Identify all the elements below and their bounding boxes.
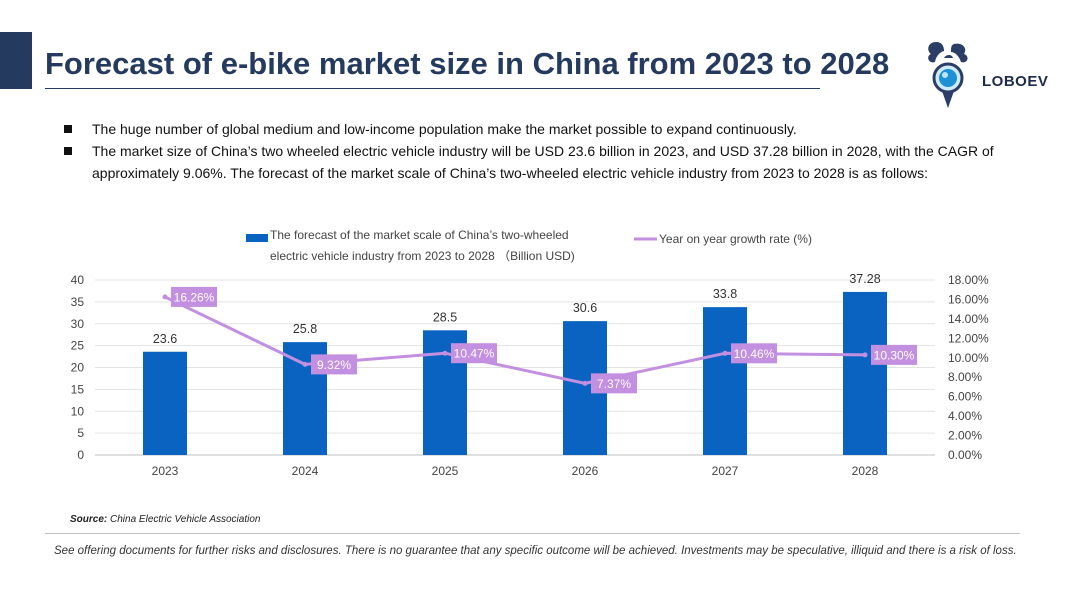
y-left-tick-label: 20 [71,361,85,375]
market-size-chart: 0 5 10 15 20 25 30 35 40 0.00% 2.00% 4.00% 6.00% 8.00… [0,215,1080,490]
chart-canvas: 05101520253035400.00%2.00%4.00%6.00%8.00… [71,228,989,478]
legend-bar-label-line1: The forecast of the market scale of Chin… [270,228,569,242]
growth-rate-label: 10.30% [874,348,915,362]
y-left-tick-label: 5 [77,426,84,440]
y-right-tick-label: 0.00% [948,448,982,462]
y-right-tick-label: 8.00% [948,370,982,384]
title-accent-bar [0,32,32,89]
growth-rate-point [722,350,728,356]
y-right-tick-label: 12.00% [948,331,989,345]
y-right-tick-label: 6.00% [948,390,982,404]
footer-divider [45,533,1020,534]
growth-rate-point [582,380,588,386]
y-left-tick-label: 35 [71,295,85,309]
disclaimer-text: See offering documents for further risks… [54,545,1017,557]
x-tick-label: 2024 [292,464,319,478]
x-tick-label: 2026 [572,464,599,478]
growth-rate-label-box [731,343,777,364]
growth-rate-label-box [451,343,497,364]
source-label: Source: [70,514,108,525]
square-bullet-icon [64,125,76,133]
bullet-text: The market size of China’s two wheeled e… [92,143,994,181]
bullet-list: The huge number of global medium and low… [64,118,1014,184]
growth-rate-label: 7.37% [597,377,631,391]
bar [143,351,187,455]
legend-bar-swatch [246,234,268,242]
growth-rate-point [442,350,448,356]
growth-rate-label-box [871,344,917,365]
growth-rate-point [862,352,868,358]
x-tick-label: 2025 [432,464,459,478]
bar-value-label: 25.8 [293,322,317,336]
y-left-tick-label: 25 [71,339,85,353]
x-tick-label: 2027 [712,464,739,478]
bar-value-label: 28.5 [433,310,457,324]
y-left-tick-label: 15 [71,382,85,396]
growth-rate-label: 10.47% [454,347,495,361]
y-right-tick-label: 2.00% [948,429,982,443]
bar-value-label: 37.28 [849,272,880,286]
growth-rate-label: 10.46% [734,347,775,361]
growth-rate-line [164,295,866,385]
y-left-tick-label: 0 [77,448,84,462]
bar-value-label: 33.8 [713,287,737,301]
y-right-tick-label: 14.00% [948,312,989,326]
legend-line-label: Year on year growth rate (%) [659,232,812,246]
growth-rate-point [162,294,168,300]
title-underline [45,88,820,89]
source-note: Source: China Electric Vehicle Associati… [70,514,260,525]
bullet-item: The huge number of global medium and low… [64,118,1014,140]
bar-value-label: 23.6 [153,332,177,346]
bullet-text: The huge number of global medium and low… [92,121,797,137]
bar [703,307,747,455]
y-right-tick-label: 18.00% [948,273,989,287]
growth-rate-label-box [171,286,217,307]
x-tick-label: 2028 [852,464,879,478]
growth-rate-label: 16.26% [174,290,215,304]
source-text: China Electric Vehicle Association [110,514,261,525]
bullet-item: The market size of China’s two wheeled e… [64,140,1014,184]
y-left-tick-label: 30 [71,317,85,331]
bar [843,291,887,455]
y-left-tick-label: 40 [71,273,85,287]
y-right-tick-label: 10.00% [948,351,989,365]
square-bullet-icon [64,147,76,155]
y-right-tick-label: 4.00% [948,409,982,423]
bar-value-label: 30.6 [573,301,597,315]
growth-rate-label-box [311,354,357,375]
loboev-logo-icon [928,42,968,108]
growth-rate-label-box [591,373,637,394]
y-right-tick-label: 16.00% [948,292,989,306]
growth-rate-point [302,361,308,367]
y-left-tick-label: 10 [71,404,85,418]
growth-rate-label: 9.32% [317,358,351,372]
logo-text: LOBOEV [982,73,1049,90]
x-tick-label: 2023 [152,464,179,478]
legend-bar-label-line2: electric vehicle industry from 2023 to 2… [270,249,575,263]
page-title: Forecast of e-bike market size in China … [45,46,890,81]
